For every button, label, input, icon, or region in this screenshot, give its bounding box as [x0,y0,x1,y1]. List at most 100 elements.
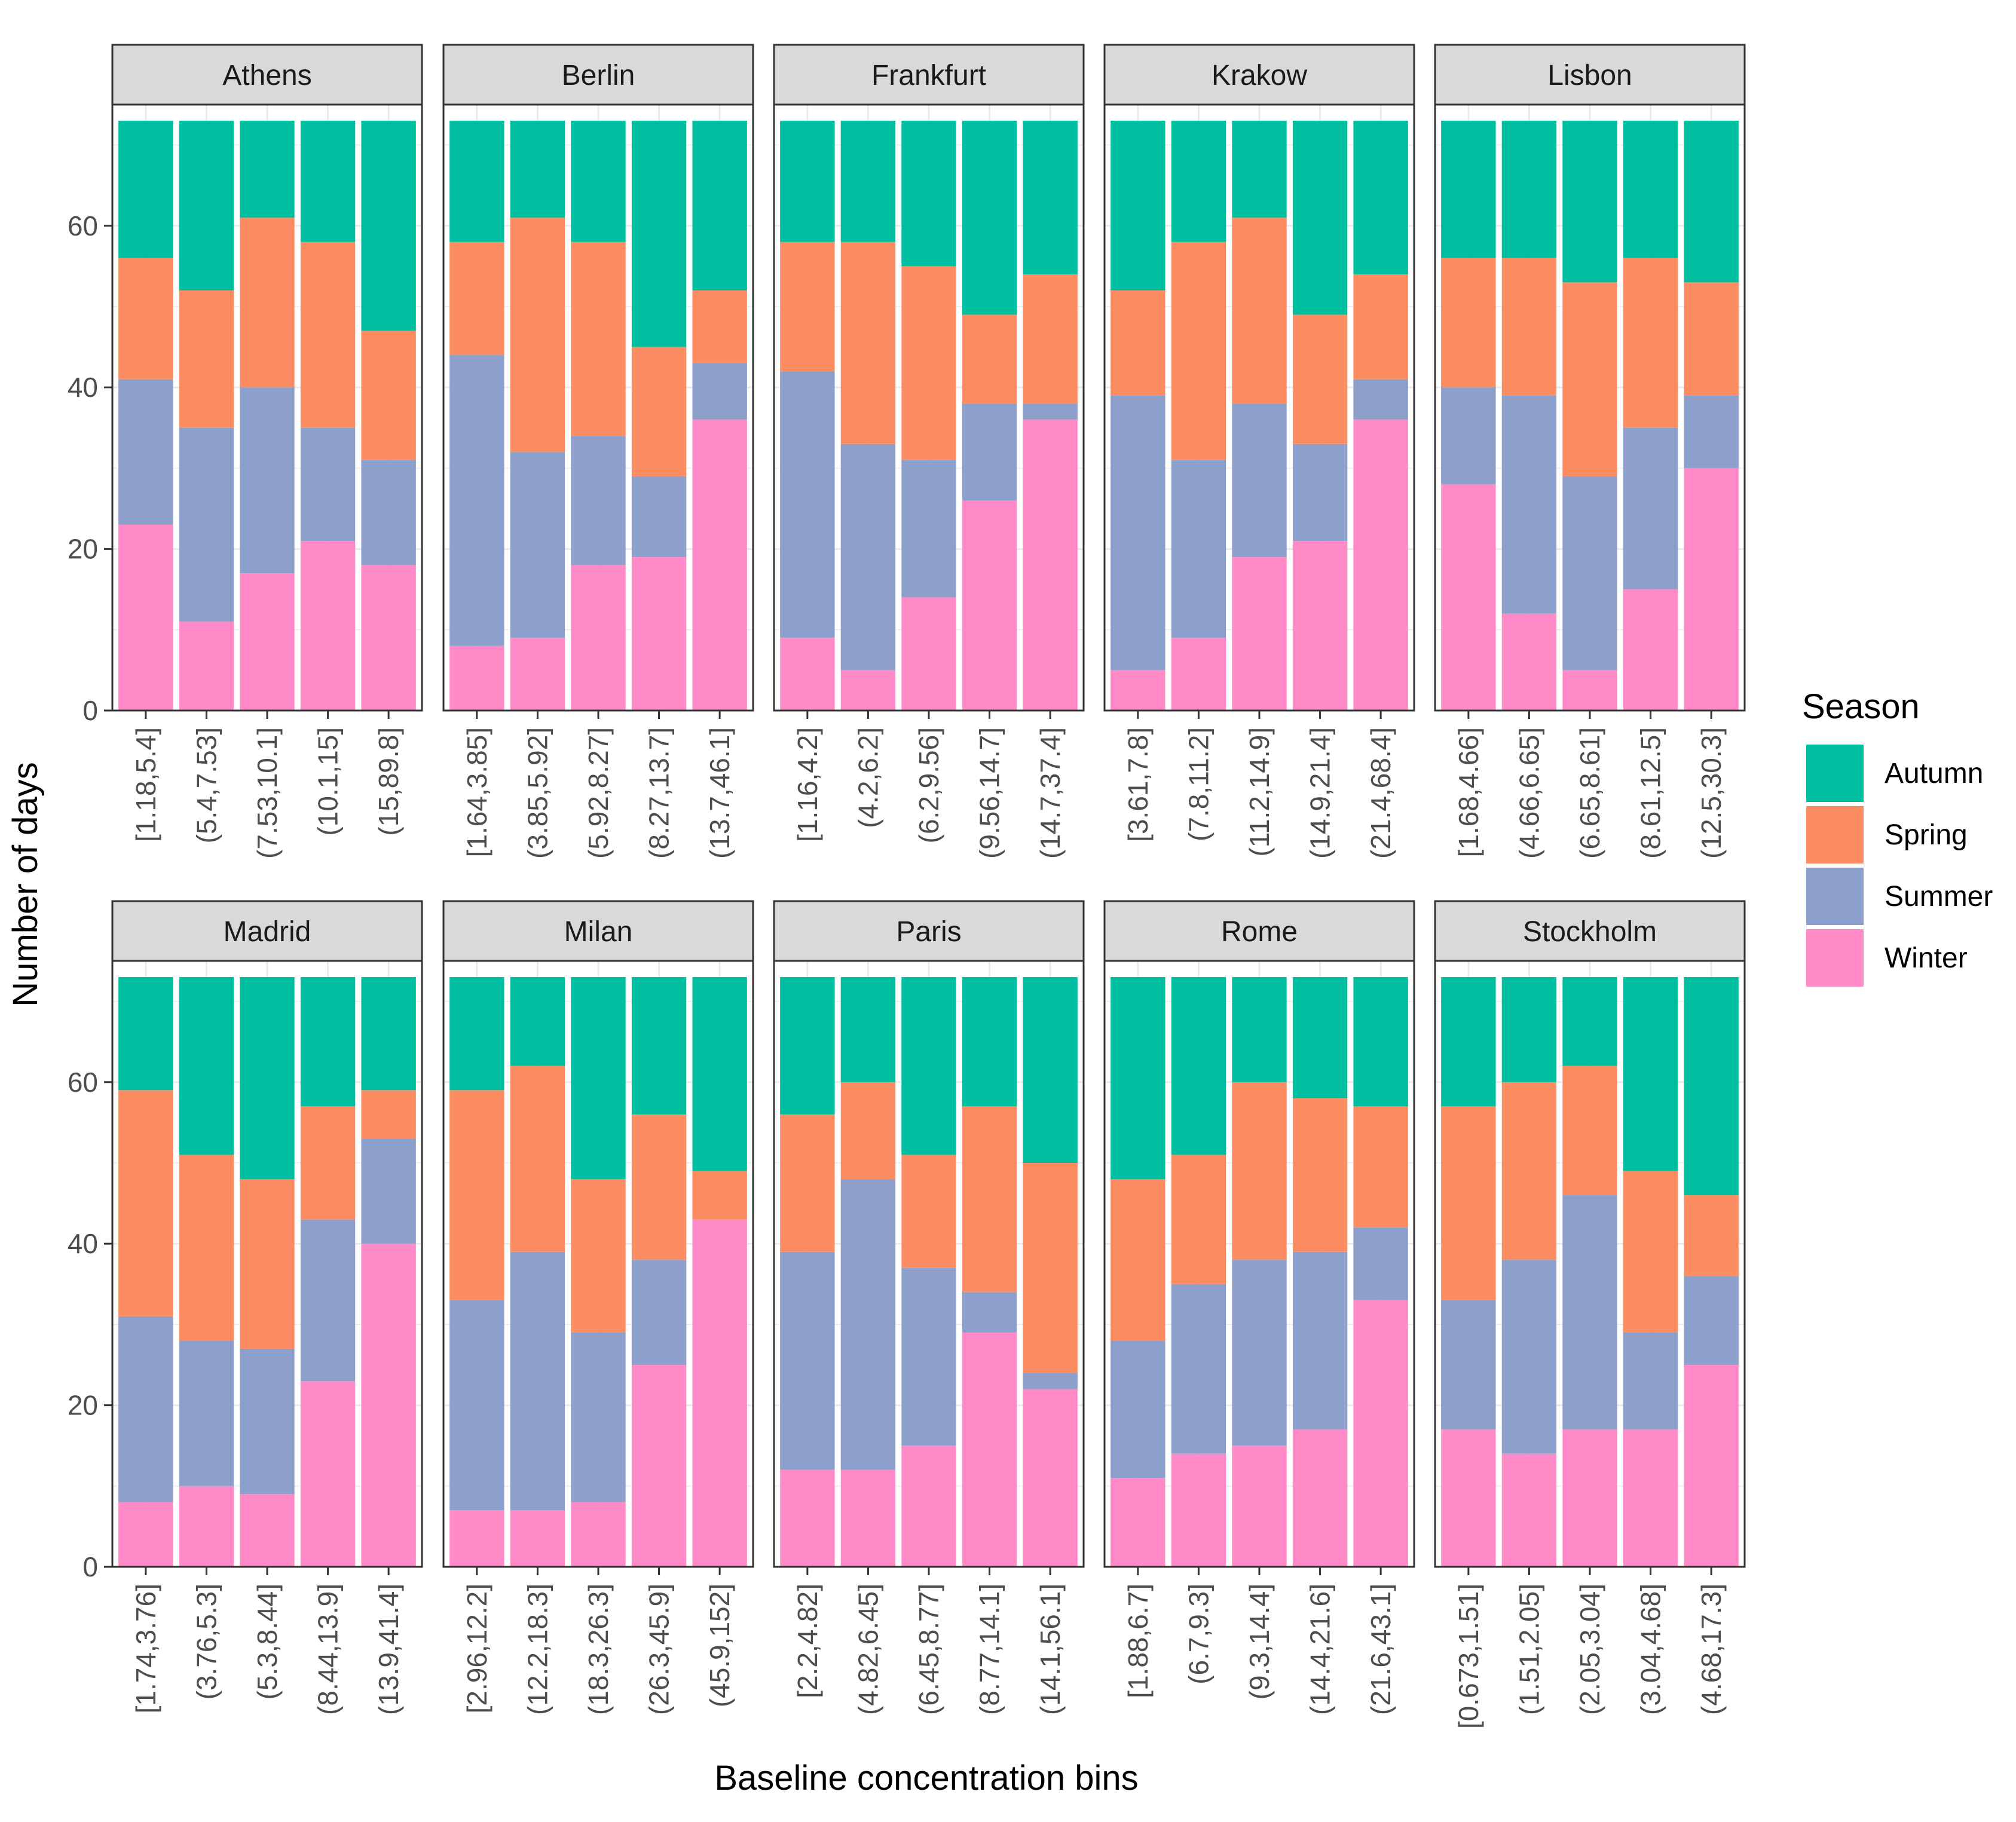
bar-lisbon-5-summer [1684,395,1739,468]
bar-krakow-3-autumn [1232,121,1287,218]
panel-krakow: Krakow [3.61,7.8] (7.8,11.2] (11.2,14.9] (14… [1103,44,1415,859]
bar-madrid-4-autumn [300,977,356,1107]
x-tick-label: (6.7,9.3] [1183,1584,1214,1685]
bar-madrid-1-autumn [118,977,173,1091]
bar-rome-5-spring [1353,1106,1408,1228]
bar-paris-1-summer [780,1251,835,1470]
bar-krakow-1-autumn [1111,121,1165,290]
x-tick-label: (12.2,18.3] [522,1584,553,1715]
bar-lisbon-5-spring [1684,282,1739,396]
x-tick-label: (9.56,14.7] [974,727,1005,859]
bar-milan-4-autumn [631,977,687,1114]
bar-lisbon-1-spring [1441,258,1496,388]
bar-berlin-2-summer [510,452,565,638]
x-tick-label: (45.9,152] [704,1584,735,1707]
bar-lisbon-4-autumn [1623,121,1678,258]
bar-frankfurt-5-winter [1023,419,1078,711]
bar-stockholm-5-summer [1684,1276,1739,1365]
bar-paris-5-winter [1023,1389,1078,1567]
x-tick-label: (6.2,9.56] [913,727,944,843]
bar-lisbon-2-winter [1501,613,1557,711]
x-tick-label: (12.5,30.3] [1696,727,1727,859]
x-tick-label: (7.8,11.2] [1183,727,1214,841]
legend-label-spring: Spring [1885,819,1968,851]
bar-madrid-4-summer [300,1219,356,1382]
bar-rome-4-winter [1292,1429,1348,1567]
bar-berlin-2-spring [510,218,565,452]
bar-frankfurt-3-spring [901,266,956,460]
y-tick-label: 60 [68,1067,98,1098]
bar-frankfurt-1-spring [780,241,835,372]
bar-frankfurt-3-autumn [901,121,956,267]
y-axis-title: Number of days [6,762,45,1006]
bar-madrid-4-winter [300,1381,356,1567]
bar-berlin-4-spring [631,347,687,476]
bar-berlin-5-summer [692,363,747,420]
strip-background [773,44,1085,106]
x-tick-label: [2.2,4.82] [792,1584,823,1698]
strip-label-milan: Milan [564,916,633,948]
bar-paris-3-winter [901,1446,956,1567]
bar-berlin-4-autumn [631,121,687,347]
bar-stockholm-2-winter [1501,1453,1557,1567]
bar-athens-5-summer [361,460,416,565]
bar-krakow-5-spring [1353,274,1408,379]
bar-frankfurt-2-autumn [840,121,896,242]
bar-athens-5-autumn [361,121,416,331]
x-tick-label: (4.66,6.65] [1513,727,1544,859]
bar-rome-3-autumn [1232,977,1287,1082]
bar-lisbon-1-autumn [1441,121,1496,258]
bar-madrid-5-summer [361,1138,416,1244]
bar-paris-4-spring [962,1106,1017,1293]
bar-stockholm-1-spring [1441,1106,1496,1300]
bar-frankfurt-5-autumn [1023,121,1078,274]
bar-krakow-5-summer [1353,379,1408,420]
bar-lisbon-4-spring [1623,258,1678,428]
x-tick-label: (3.76,5.3] [191,1584,222,1699]
legend-key-spring [1806,806,1864,863]
bar-madrid-3-spring [240,1179,295,1349]
bar-berlin-2-winter [510,638,565,711]
legend-items: Autumn Spring Summer Winter [1806,745,1993,987]
y-tick-label: 20 [68,1390,98,1421]
bar-berlin-5-spring [692,290,747,363]
bar-stockholm-2-spring [1501,1082,1557,1260]
bar-madrid-2-summer [179,1340,234,1486]
bar-frankfurt-1-summer [780,371,835,638]
bar-lisbon-3-autumn [1562,121,1617,283]
bar-athens-2-summer [179,427,234,622]
bar-krakow-3-spring [1232,218,1287,404]
bar-frankfurt-2-spring [840,241,896,444]
bar-madrid-1-winter [118,1502,173,1567]
bar-stockholm-3-winter [1562,1429,1617,1567]
bar-rome-4-autumn [1292,977,1348,1098]
bar-stockholm-4-autumn [1623,977,1678,1171]
panel-rome: Rome [1.88,6.7] (6.7,9.3] (9.3,14.4] (14.4,2… [1103,900,1415,1715]
bar-frankfurt-4-spring [962,314,1017,404]
bar-paris-1-spring [780,1114,835,1252]
x-tick-label: (14.4,21.6] [1305,1584,1336,1715]
x-tick-label: [1.64,3.85] [461,727,492,857]
strip-label-frankfurt: Frankfurt [871,60,986,91]
x-tick-label: (3.85,5.92] [522,727,553,859]
y-tick-label: 40 [68,372,98,403]
strip-background [1103,44,1415,106]
bar-rome-4-summer [1292,1251,1348,1430]
legend-key-autumn [1806,745,1864,802]
bar-lisbon-2-autumn [1501,121,1557,258]
panel-stockholm: Stockholm [0.673,1.51] (1.51,2.05] (2.05,3.… [1434,900,1746,1729]
bar-paris-2-summer [840,1179,896,1470]
panel-berlin: Berlin [1.64,3.85] (3.85,5.92] (5.92,8.27] (… [442,44,754,859]
bar-berlin-1-autumn [449,121,504,242]
strip-background [1103,900,1415,962]
bar-lisbon-2-summer [1501,395,1557,614]
bar-rome-1-summer [1111,1340,1165,1478]
bar-krakow-4-summer [1292,443,1348,541]
bar-rome-3-winter [1232,1446,1287,1567]
panel-lisbon: Lisbon [1.68,4.66] (4.66,6.65] (6.65,8.61] (… [1434,44,1746,859]
bar-athens-4-autumn [300,121,356,242]
bar-berlin-4-winter [631,557,687,711]
bar-rome-3-summer [1232,1260,1287,1446]
bar-rome-1-winter [1111,1478,1165,1567]
y-tick-label: 0 [82,695,98,726]
